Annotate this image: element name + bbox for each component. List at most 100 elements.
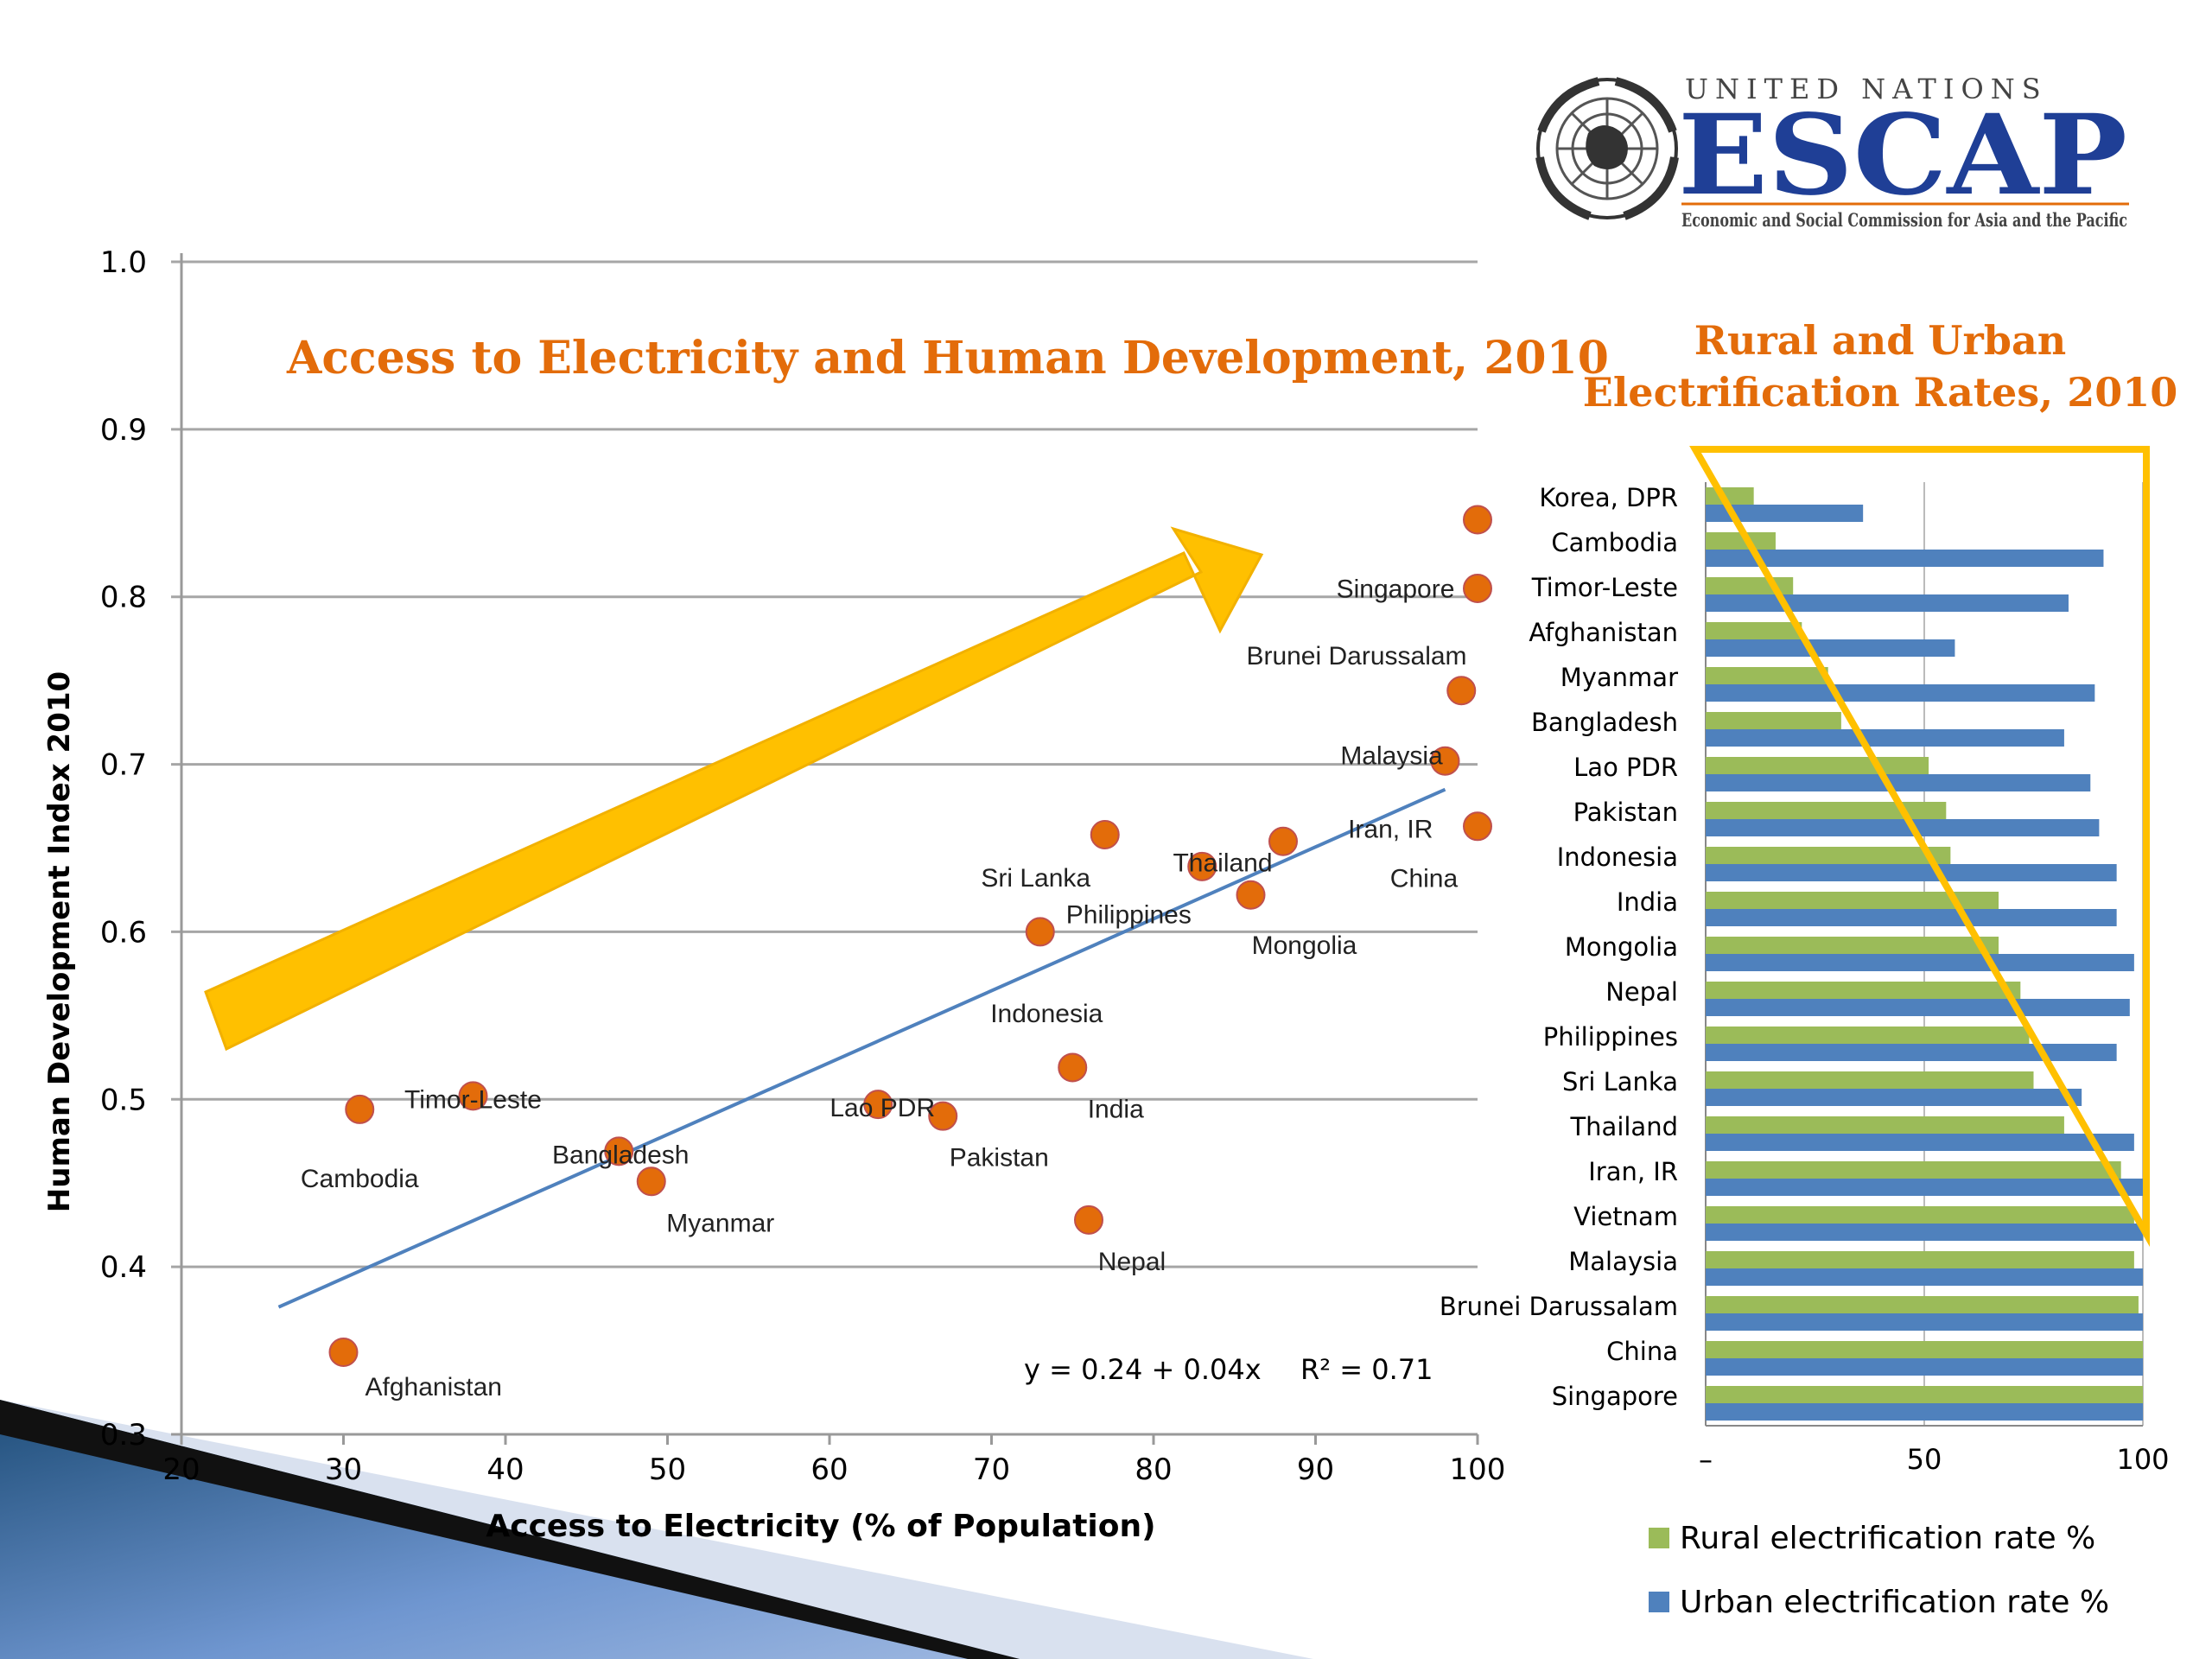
- urban-bar: [1706, 819, 2100, 836]
- urban-bar: [1706, 729, 2064, 747]
- data-point: [1187, 851, 1217, 881]
- data-point: [928, 1101, 958, 1131]
- data-point: [1430, 746, 1460, 776]
- urban-bar: [1706, 1358, 2143, 1376]
- data-point: [1058, 1052, 1088, 1083]
- point-label: Lao PDR: [830, 1094, 935, 1122]
- urban-bar: [1706, 505, 1864, 522]
- urban-bar: [1706, 864, 2117, 881]
- bar-category-label: Thailand: [1569, 1112, 1678, 1141]
- trend-arrow-graphic: [204, 526, 1264, 1052]
- data-point: [863, 1090, 893, 1120]
- bar-category-label: Singapore: [1552, 1382, 1678, 1411]
- x-tick-label: 60: [810, 1452, 848, 1487]
- bar-x-ticks: – 50 100: [1699, 1443, 2170, 1476]
- urban-bar: [1706, 774, 2091, 791]
- highlight-triangle: [1689, 446, 2150, 1247]
- urban-bar: [1706, 1313, 2143, 1331]
- rural-bar: [1706, 532, 1776, 550]
- scatter-chart: 0.3 0.4 0.5 0.6 0.7 0.8 0.9 1.0 20 30 40 50 60 70 80 9…: [42, 245, 1609, 1544]
- trendline: [277, 787, 1446, 1309]
- rural-bar: [1706, 487, 1754, 505]
- bar-category-labels: Korea, DPR Cambodia Timor-Leste Afghanistan…: [1440, 483, 1678, 1411]
- bar-x-tick-label: 100: [2116, 1443, 2169, 1476]
- rural-bar: [1706, 1386, 2143, 1403]
- data-point: [1236, 880, 1266, 910]
- point-label: Bangladesh: [552, 1141, 689, 1169]
- logo-org-line: UNITED NATIONS: [1685, 73, 2048, 105]
- point-label: Mongolia: [1252, 931, 1357, 960]
- point-label: Indonesia: [990, 1000, 1103, 1028]
- urban-bar: [1706, 1044, 2117, 1061]
- bar-category-label: Brunei Darussalam: [1440, 1292, 1678, 1321]
- bar-chart-title-line-2: Electrification Rates, 2010: [1583, 369, 2177, 416]
- bar-category-label: Timor-Leste: [1531, 573, 1678, 602]
- point-label: Cambodia: [301, 1165, 419, 1193]
- y-tick-label: 1.0: [100, 245, 147, 280]
- data-point: [636, 1166, 666, 1197]
- bar-category-label: Mongolia: [1565, 932, 1678, 962]
- data-point: [458, 1081, 488, 1111]
- bar-category-label: Nepal: [1605, 977, 1678, 1007]
- x-tick-label: 40: [486, 1452, 524, 1487]
- data-point: [1463, 811, 1492, 842]
- x-tick-label: 80: [1135, 1452, 1172, 1487]
- regression-equation: y = 0.24 + 0.04x: [1024, 1353, 1262, 1386]
- urban-bar: [1706, 639, 1955, 657]
- corner-decoration: [0, 1400, 1313, 1659]
- bar-x-tick-label: –: [1699, 1443, 1713, 1476]
- rural-bar: [1706, 1206, 2134, 1224]
- bar-category-label: Cambodia: [1551, 528, 1678, 557]
- scatter-x-axis-label: Access to Electricity (% of Population): [486, 1509, 1155, 1544]
- data-point: [345, 1094, 375, 1124]
- bar-category-label: Philippines: [1543, 1022, 1678, 1052]
- rural-bar: [1706, 1027, 2030, 1044]
- bar-category-label: Bangladesh: [1531, 708, 1678, 737]
- x-tick-label: 100: [1450, 1452, 1506, 1487]
- point-label: India: [1088, 1095, 1144, 1123]
- urban-bar: [1706, 1224, 2143, 1241]
- urban-bar: [1706, 909, 2117, 926]
- rural-bar: [1706, 667, 1828, 684]
- scatter-gridlines: [171, 253, 1478, 1436]
- bar-category-label: Korea, DPR: [1539, 483, 1678, 512]
- data-point: [328, 1338, 359, 1368]
- x-tick-label: 30: [325, 1452, 362, 1487]
- bar-category-label: Sri Lanka: [1562, 1067, 1678, 1096]
- rural-bar: [1706, 1071, 2034, 1089]
- urban-bar: [1706, 1179, 2143, 1196]
- rural-bar: [1706, 1116, 2064, 1134]
- bar-category-label: India: [1617, 887, 1678, 917]
- point-label: Nepal: [1098, 1248, 1166, 1276]
- rural-bar: [1706, 757, 1929, 774]
- y-tick-label: 0.3: [100, 1418, 147, 1452]
- data-point: [1463, 574, 1492, 604]
- urban-bar: [1706, 1268, 2143, 1286]
- urban-bar: [1706, 594, 2069, 612]
- legend-label-rural: Rural electrification rate %: [1680, 1521, 2095, 1556]
- point-label: China: [1390, 864, 1459, 893]
- y-tick-label: 0.5: [100, 1083, 147, 1117]
- bar-legend: Rural electrification rate % Urban elect…: [1649, 1521, 2109, 1620]
- scatter-x-ticks: 20 30 40 50 60 70 80 90 100: [162, 1434, 1505, 1487]
- bar-x-tick-label: 50: [1907, 1443, 1942, 1476]
- data-point: [1463, 505, 1492, 535]
- y-tick-label: 0.4: [100, 1250, 147, 1285]
- rural-bar: [1706, 982, 2021, 999]
- bar-category-label: Lao PDR: [1573, 753, 1678, 782]
- rural-bar: [1706, 1161, 2121, 1179]
- bar-series: [1706, 487, 2143, 1421]
- data-point: [1268, 826, 1298, 856]
- point-label: Brunei Darussalam: [1246, 642, 1466, 671]
- rural-bar: [1706, 712, 1841, 729]
- x-tick-label: 90: [1297, 1452, 1334, 1487]
- point-label: Timor-Leste: [404, 1085, 542, 1114]
- rural-bar: [1706, 892, 1999, 909]
- x-tick-label: 20: [162, 1452, 200, 1487]
- rural-bar: [1706, 1341, 2143, 1358]
- point-label: Pakistan: [950, 1144, 1049, 1173]
- data-point: [604, 1136, 634, 1166]
- legend-swatch-urban: [1649, 1592, 1669, 1612]
- bar-category-label: China: [1606, 1337, 1678, 1366]
- bar-category-label: Iran, IR: [1588, 1157, 1678, 1186]
